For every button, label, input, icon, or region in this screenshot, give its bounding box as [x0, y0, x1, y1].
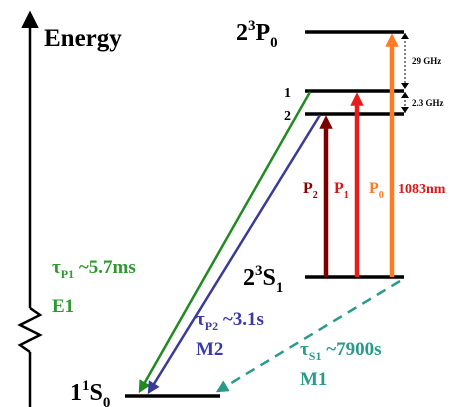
- splitting-arrowhead: [401, 92, 409, 98]
- energy-axis: Energy: [17, 10, 122, 407]
- decay-lifetime-m2: τP2 ~3.1s: [196, 309, 264, 333]
- splitting-arrowhead: [401, 33, 409, 39]
- decay-type-e1: E1: [52, 296, 74, 317]
- label-p0: 23P0: [236, 18, 278, 51]
- splitting-p1-p2: 2.3 GHz: [401, 92, 444, 113]
- decay-arrow-m2: [147, 114, 322, 395]
- transition-label-p0: P0: [369, 180, 384, 201]
- splitting-arrowhead: [401, 83, 409, 89]
- label-p2: 2: [284, 109, 291, 124]
- splitting-arrowhead: [401, 107, 409, 113]
- energy-levels: [125, 30, 404, 398]
- decay-arrow-e1: [138, 91, 312, 394]
- decay-type-m1: M1: [300, 369, 327, 390]
- label-ground: 11S0: [70, 378, 110, 407]
- label-p1: 1: [284, 86, 291, 101]
- axis-break-icon: [17, 306, 43, 354]
- decay-lifetime-e1: τP1 ~5.7ms: [52, 257, 136, 281]
- splitting-label-29ghz: 29 GHz: [412, 56, 441, 66]
- splitting-label-2-3ghz: 2.3 GHz: [412, 98, 444, 108]
- label-metastable: 23S1: [243, 263, 283, 296]
- decay-arrow-m1: [215, 279, 401, 393]
- transition-label-p2: P2: [303, 180, 318, 201]
- splitting-p0-p1: 29 GHz: [401, 33, 441, 89]
- transition-label-p1: P1: [334, 180, 349, 201]
- decay-type-m2: M2: [196, 339, 223, 360]
- wavelength-label: 1083nm: [398, 182, 446, 197]
- decay-lifetime-m1: τS1 ~7900s: [300, 339, 381, 363]
- energy-axis-label: Energy: [44, 25, 122, 52]
